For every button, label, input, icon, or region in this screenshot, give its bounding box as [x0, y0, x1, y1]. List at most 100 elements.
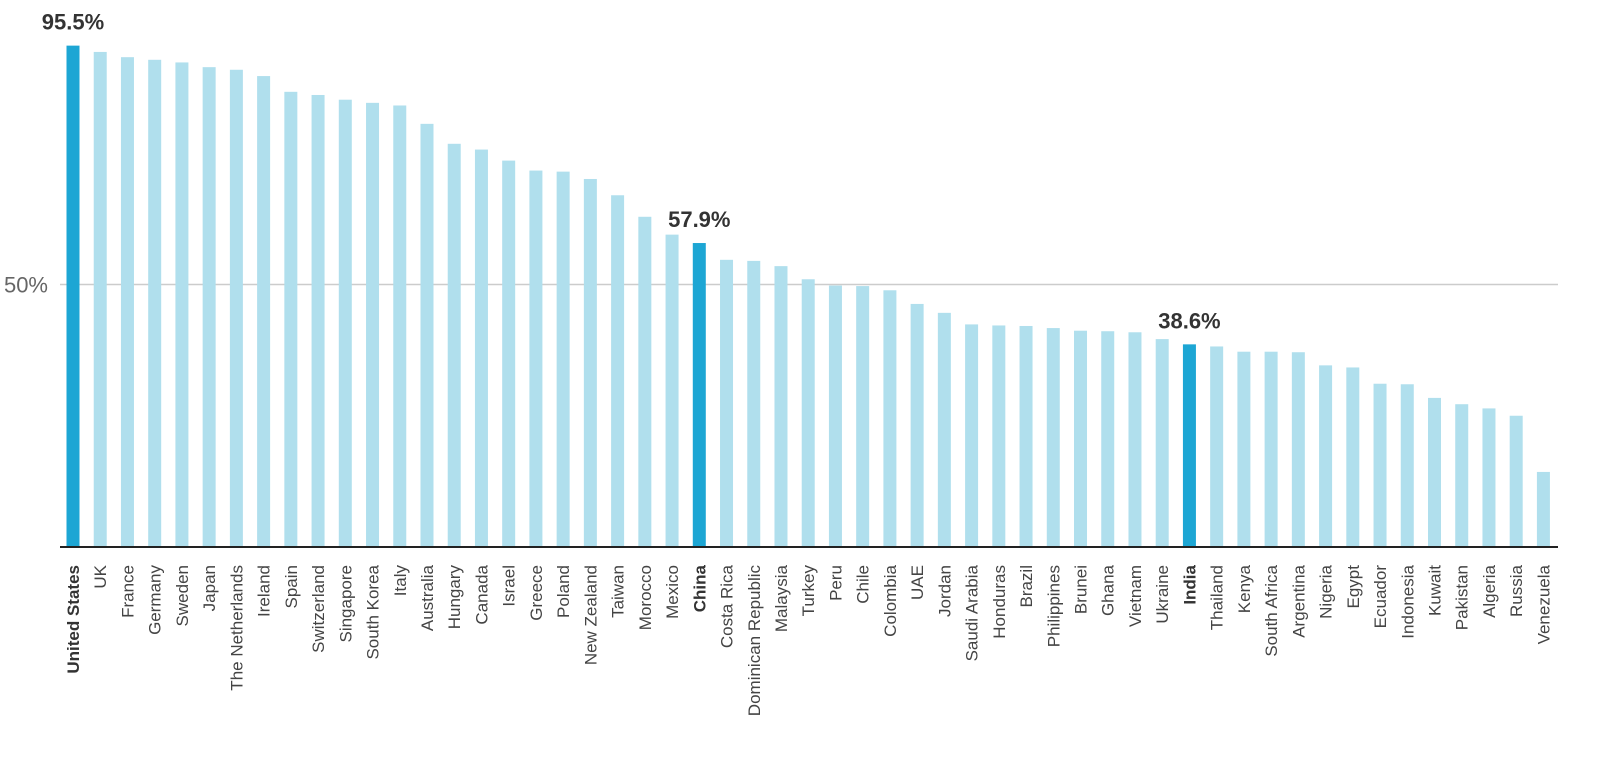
x-tick-label-nigeria: Nigeria: [1317, 564, 1336, 618]
y-tick-label-50: 50%: [4, 273, 48, 298]
x-tick-label-china: China: [690, 564, 709, 612]
x-tick-label-dominican-republic: Dominican Republic: [745, 565, 764, 717]
bar-south-africa: [1264, 351, 1278, 547]
bar-egypt: [1346, 367, 1360, 547]
bar-nigeria: [1319, 365, 1333, 547]
bar-argentina: [1291, 352, 1305, 547]
bar-uae: [910, 303, 924, 547]
x-tick-label-kenya: Kenya: [1235, 564, 1254, 613]
bar-italy: [393, 105, 407, 547]
bar-china: [692, 243, 706, 547]
x-tick-label-egypt: Egypt: [1344, 565, 1363, 609]
bar-honduras: [992, 325, 1006, 547]
x-tick-label-united-states: United States: [64, 565, 83, 674]
x-tick-label-hungary: Hungary: [445, 565, 464, 630]
x-tick-label-ukraine: Ukraine: [1153, 565, 1172, 624]
bar-peru: [828, 285, 842, 547]
x-tick-label-india: India: [1180, 564, 1199, 604]
bar-hungary: [447, 143, 461, 548]
bar-united-states: [66, 45, 80, 548]
bar-ukraine: [1155, 339, 1169, 547]
bar-uk: [93, 51, 107, 548]
x-tick-label-singapore: Singapore: [336, 565, 355, 643]
data-label-united-states: 95.5%: [42, 10, 104, 35]
bar-algeria: [1482, 408, 1496, 547]
bar-taiwan: [611, 195, 625, 547]
x-tick-label-poland: Poland: [554, 565, 573, 618]
bar-kenya: [1237, 351, 1251, 547]
x-tick-label-peru: Peru: [826, 565, 845, 601]
bar-the-netherlands: [229, 69, 243, 548]
bar-india: [1182, 344, 1196, 547]
bar-sweden: [175, 62, 189, 548]
bar-dominican-republic: [747, 260, 761, 548]
x-tick-label-new-zealand: New Zealand: [581, 565, 600, 665]
x-tick-label-philippines: Philippines: [1044, 565, 1063, 647]
x-tick-label-morocco: Morocco: [636, 565, 655, 630]
x-tick-label-the-netherlands: The Netherlands: [227, 565, 246, 691]
bar-brunei: [1074, 330, 1088, 547]
x-tick-label-brunei: Brunei: [1072, 565, 1091, 614]
x-tick-label-italy: Italy: [391, 565, 410, 597]
x-tick-label-thailand: Thailand: [1208, 565, 1227, 630]
bar-poland: [556, 171, 570, 548]
bar-philippines: [1046, 328, 1060, 547]
x-tick-label-brazil: Brazil: [1017, 565, 1036, 608]
x-tick-label-jordan: Jordan: [935, 565, 954, 617]
bar-kuwait: [1428, 397, 1441, 547]
bar-venezuela: [1536, 471, 1550, 547]
bar-japan: [202, 67, 216, 548]
bar-saudi-arabia: [965, 324, 979, 547]
x-tick-label-south-africa: South Africa: [1262, 564, 1281, 656]
x-tick-label-germany: Germany: [146, 565, 165, 635]
x-tick-label-honduras: Honduras: [990, 565, 1009, 639]
x-tick-label-uae: UAE: [908, 565, 927, 600]
bar-israel: [502, 160, 516, 547]
x-tick-label-mexico: Mexico: [663, 565, 682, 619]
bar-indonesia: [1400, 384, 1414, 547]
x-tick-label-algeria: Algeria: [1480, 564, 1499, 617]
bar-australia: [420, 123, 434, 547]
data-label-india: 38.6%: [1158, 308, 1220, 333]
bar-new-zealand: [583, 178, 597, 548]
x-tick-label-ghana: Ghana: [1099, 564, 1118, 616]
x-tick-label-spain: Spain: [282, 565, 301, 608]
bar-greece: [529, 170, 543, 547]
bar-morocco: [638, 216, 652, 547]
x-tick-label-ireland: Ireland: [255, 565, 274, 617]
bar-chile: [856, 286, 870, 547]
x-tick-label-malaysia: Malaysia: [772, 564, 791, 632]
bar-ghana: [1101, 331, 1115, 547]
bar-france: [120, 57, 134, 548]
x-tick-label-indonesia: Indonesia: [1398, 564, 1417, 638]
bar-south-korea: [366, 102, 380, 547]
x-tick-label-saudi-arabia: Saudi Arabia: [963, 564, 982, 661]
x-tick-label-venezuela: Venezuela: [1534, 564, 1553, 644]
x-tick-label-israel: Israel: [500, 565, 519, 607]
x-tick-label-switzerland: Switzerland: [309, 565, 328, 653]
bar-pakistan: [1455, 404, 1469, 547]
bar-canada: [474, 149, 488, 547]
x-tick-label-france: France: [118, 565, 137, 618]
bar-switzerland: [311, 94, 325, 547]
x-tick-label-canada: Canada: [472, 564, 491, 624]
x-tick-label-ecuador: Ecuador: [1371, 565, 1390, 629]
x-tick-label-sweden: Sweden: [173, 565, 192, 626]
bar-thailand: [1210, 346, 1224, 547]
x-tick-label-pakistan: Pakistan: [1453, 565, 1472, 630]
bar-ecuador: [1373, 383, 1387, 547]
x-tick-label-colombia: Colombia: [881, 564, 900, 636]
x-tick-label-chile: Chile: [854, 565, 873, 604]
x-tick-label-greece: Greece: [527, 565, 546, 621]
x-tick-label-australia: Australia: [418, 564, 437, 631]
bar-spain: [284, 91, 298, 547]
data-label-china: 57.9%: [668, 207, 730, 232]
x-tick-label-taiwan: Taiwan: [609, 565, 628, 618]
bar-germany: [148, 59, 162, 548]
bar-turkey: [801, 279, 815, 547]
x-tick-label-kuwait: Kuwait: [1426, 565, 1445, 616]
bar-jordan: [937, 312, 951, 547]
x-tick-label-vietnam: Vietnam: [1126, 565, 1145, 627]
